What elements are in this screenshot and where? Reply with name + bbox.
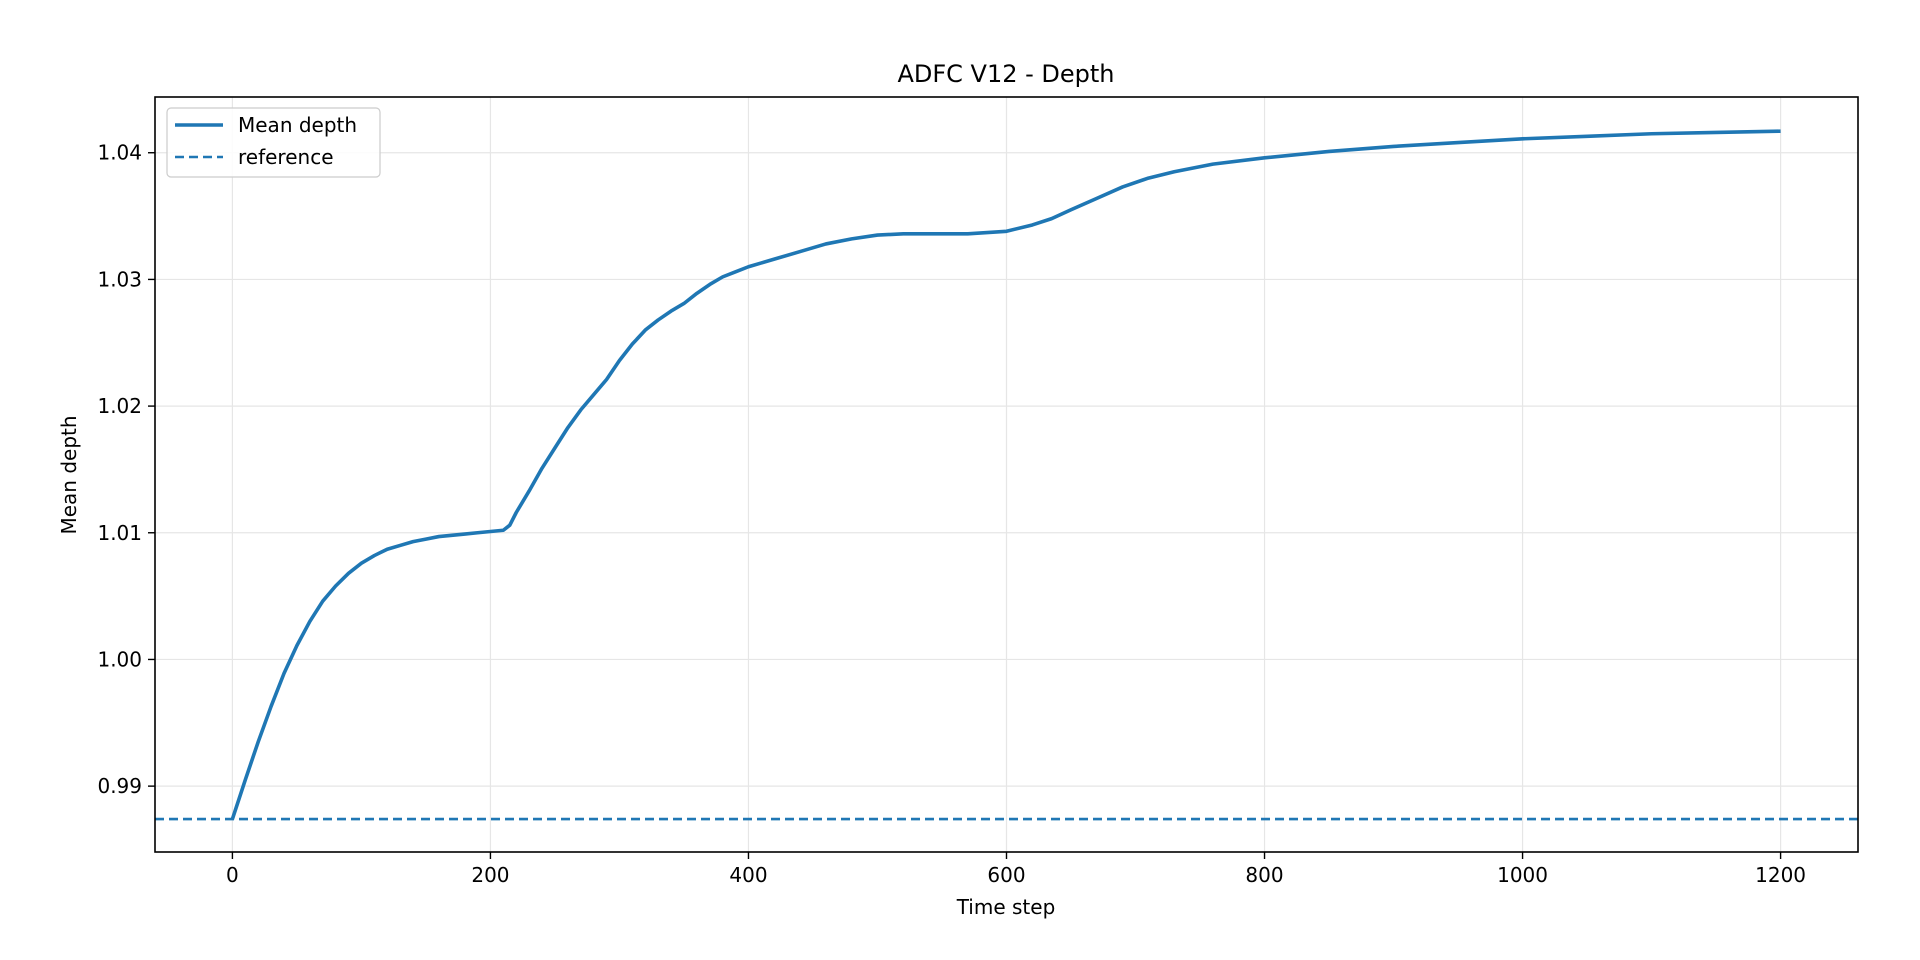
y-tick-label: 1.01: [97, 521, 142, 545]
x-axis: 0 200 400 600 800 1000 1200: [226, 852, 1806, 887]
y-tick-label: 1.03: [97, 267, 142, 291]
legend-label-mean-depth: Mean depth: [238, 113, 357, 137]
x-tick-label: 600: [987, 863, 1025, 887]
x-tick-label: 1200: [1755, 863, 1806, 887]
x-tick-label: 0: [226, 863, 239, 887]
legend-label-reference: reference: [238, 145, 334, 169]
x-tick-label: 800: [1245, 863, 1283, 887]
y-tick-label: 1.00: [97, 647, 142, 671]
y-tick-label: 1.02: [97, 394, 142, 418]
series-line-mean-depth: [230, 129, 1781, 820]
x-tick-label: 1000: [1497, 863, 1548, 887]
x-tick-label: 400: [729, 863, 767, 887]
chart-title: ADFC V12 - Depth: [897, 60, 1114, 88]
series-layer: [155, 129, 1858, 821]
legend: Mean depth reference: [166, 107, 381, 178]
y-axis: 0.99 1.00 1.01 1.02 1.03 1.04: [97, 141, 155, 798]
grid-lines: [155, 97, 1858, 852]
x-tick-label: 200: [471, 863, 509, 887]
x-axis-label: Time step: [956, 895, 1056, 919]
y-axis-label: Mean depth: [57, 415, 81, 534]
y-tick-label: 0.99: [97, 774, 142, 798]
y-tick-label: 1.04: [97, 141, 142, 165]
